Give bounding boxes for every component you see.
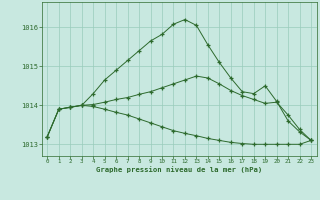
X-axis label: Graphe pression niveau de la mer (hPa): Graphe pression niveau de la mer (hPa) — [96, 166, 262, 173]
